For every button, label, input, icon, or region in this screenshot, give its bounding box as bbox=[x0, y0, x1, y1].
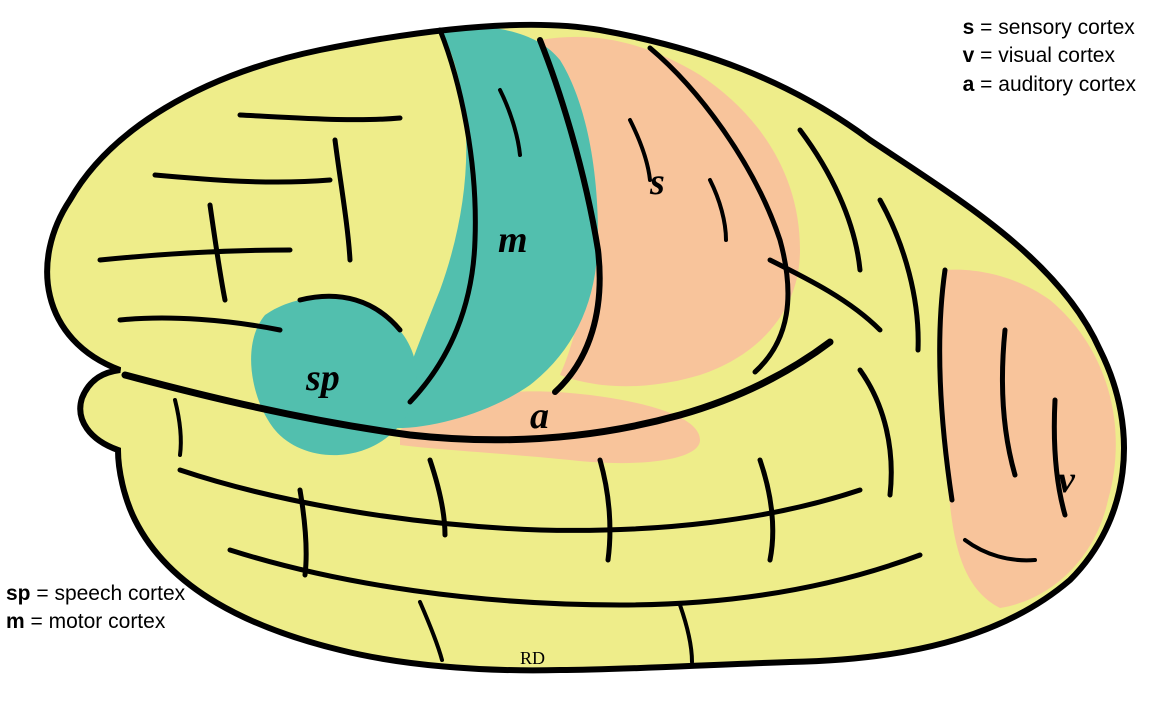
label-s: s bbox=[650, 160, 665, 204]
legend-line: s = sensory cortex bbox=[963, 14, 1136, 42]
legend-text: = motor cortex bbox=[25, 610, 166, 633]
label-sp: sp bbox=[306, 356, 340, 400]
legend-text: = sensory cortex bbox=[974, 16, 1134, 39]
legend-line: a = auditory cortex bbox=[963, 71, 1136, 99]
legend-line: v = visual cortex bbox=[963, 42, 1136, 70]
legend-text: = auditory cortex bbox=[974, 73, 1136, 96]
legend-bottom-left: sp = speech cortex m = motor cortex bbox=[6, 580, 185, 637]
legend-line: sp = speech cortex bbox=[6, 580, 185, 608]
legend-key: v bbox=[963, 44, 975, 67]
legend-key: a bbox=[963, 73, 975, 96]
legend-key: m bbox=[6, 610, 25, 633]
legend-text: = speech cortex bbox=[31, 582, 186, 605]
legend-text: = visual cortex bbox=[974, 44, 1115, 67]
label-v: v bbox=[1058, 458, 1075, 502]
diagram-stage: sp m s a v s = sensory cortex v = visual… bbox=[0, 0, 1154, 702]
legend-key: sp bbox=[6, 582, 31, 605]
legend-key: s bbox=[963, 16, 975, 39]
artist-signature: RD bbox=[520, 648, 545, 669]
legend-top-right: s = sensory cortex v = visual cortex a =… bbox=[963, 14, 1136, 99]
label-a: a bbox=[530, 394, 549, 438]
label-m: m bbox=[498, 218, 528, 262]
legend-line: m = motor cortex bbox=[6, 608, 185, 636]
